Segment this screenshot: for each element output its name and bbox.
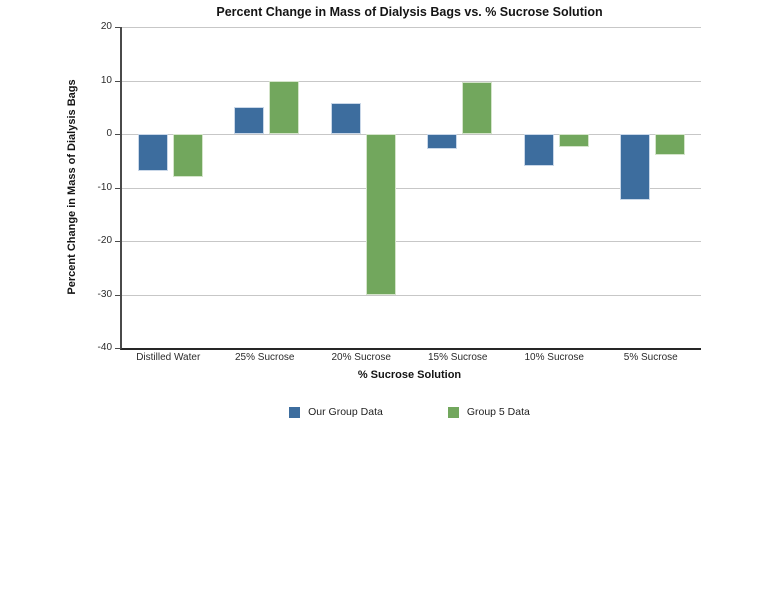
gridline <box>122 27 701 28</box>
x-category-label: 20% Sucrose <box>331 352 391 363</box>
legend-item-group-5-data: Group 5 Data <box>447 406 530 418</box>
bar <box>620 134 651 201</box>
y-axis-tick-mark <box>115 187 120 189</box>
bar <box>427 134 458 149</box>
bar <box>137 134 168 172</box>
bar <box>365 134 396 295</box>
y-tick-label: 10 <box>100 74 112 86</box>
bar <box>558 134 589 147</box>
x-category-label: Distilled Water <box>136 352 201 363</box>
bar <box>655 134 686 156</box>
x-category-label: 15% Sucrose <box>428 352 488 363</box>
gridline <box>122 187 701 189</box>
legend: Our Group Data Group 5 Data <box>120 406 699 418</box>
legend-label-our-group-data: Our Group Data <box>308 406 383 418</box>
x-axis-title: % Sucrose Solution <box>357 369 462 381</box>
bar <box>269 80 300 134</box>
y-axis-tick-mark <box>115 348 120 349</box>
y-axis-tick-mark <box>115 241 120 242</box>
y-axis-tick-mark <box>115 294 120 296</box>
gridline <box>122 80 701 82</box>
y-tick-label: -20 <box>97 235 112 246</box>
y-axis-tick-mark <box>115 80 120 82</box>
gridline <box>122 294 701 296</box>
gridline <box>122 241 701 242</box>
bar <box>523 134 554 167</box>
y-tick-label: 20 <box>100 21 112 32</box>
legend-swatch-our-group-data <box>289 406 301 418</box>
y-axis-tick-mark <box>115 27 120 28</box>
legend-item-our-group-data: Our Group Data <box>289 406 383 418</box>
y-tick-label: -10 <box>97 181 112 193</box>
chart-title: Percent Change in Mass of Dialysis Bags … <box>216 5 603 19</box>
y-tick-label: -30 <box>97 288 112 300</box>
y-axis-tick-mark <box>115 134 120 135</box>
y-tick-label: -40 <box>97 342 112 353</box>
x-category-label: 25% Sucrose <box>235 352 295 363</box>
bar <box>462 82 493 134</box>
legend-swatch-group-5-data <box>447 406 459 418</box>
x-category-label: 10% Sucrose <box>524 352 584 363</box>
legend-label-group-5-data: Group 5 Data <box>466 406 530 418</box>
bar <box>234 107 265 134</box>
bar <box>330 102 361 134</box>
x-category-label: 5% Sucrose <box>623 352 678 363</box>
gridline <box>122 134 701 135</box>
y-tick-label: 0 <box>106 128 112 139</box>
bar <box>172 134 203 177</box>
plot-area <box>115 27 701 350</box>
